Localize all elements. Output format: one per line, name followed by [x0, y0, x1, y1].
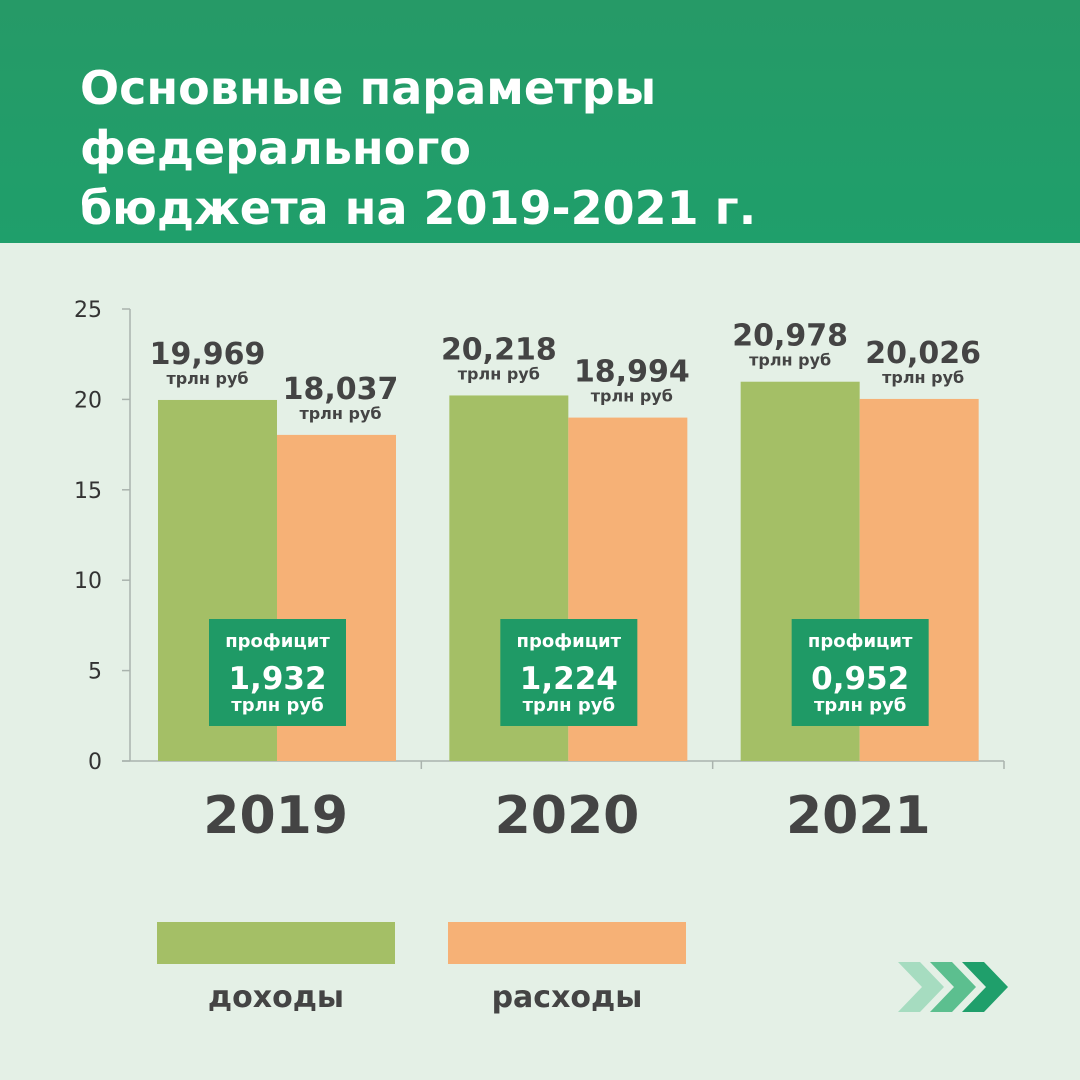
surplus-title-2020: профицит	[517, 631, 622, 652]
legend-label-income: доходы	[207, 980, 345, 1015]
title-line-1: Основные параметры федерального	[80, 61, 657, 175]
y-tick-label: 25	[74, 298, 102, 323]
header-banner: Основные параметры федерального бюджета …	[0, 0, 1080, 243]
chevrons-right-icon[interactable]	[898, 962, 1010, 1012]
surplus-title-2019: профицит	[225, 631, 330, 652]
surplus-value-2020: 1,224	[520, 661, 618, 697]
legend-swatch-expense	[448, 922, 686, 964]
legend-label-expense: расходы	[491, 980, 643, 1015]
y-tick-label: 5	[88, 660, 102, 685]
surplus-unit-2020: трлн руб	[523, 695, 615, 716]
surplus-box-2021	[791, 619, 929, 726]
surplus-box-2020	[500, 619, 638, 726]
page-title: Основные параметры федерального бюджета …	[80, 58, 1040, 238]
unit-label-income-2021: трлн руб	[749, 351, 831, 370]
y-tick-label: 0	[88, 750, 102, 775]
title-line-2: бюджета на 2019-2021 г.	[80, 181, 757, 235]
y-tick-label: 10	[74, 569, 102, 594]
legend-swatch-income	[157, 922, 395, 964]
surplus-unit-2019: трлн руб	[231, 695, 323, 716]
y-tick-label: 20	[74, 388, 102, 413]
unit-label-income-2020: трлн руб	[458, 364, 540, 383]
unit-label-expense-2021: трлн руб	[882, 368, 964, 387]
data-label-expense-2021: 20,026	[865, 336, 981, 371]
y-tick-label: 15	[74, 479, 102, 504]
data-label-expense-2019: 18,037	[283, 372, 399, 407]
unit-label-expense-2020: трлн руб	[591, 387, 673, 406]
unit-label-income-2019: трлн руб	[166, 369, 248, 388]
surplus-title-2021: профицит	[808, 631, 913, 652]
data-label-income-2021: 20,978	[732, 319, 848, 354]
data-label-expense-2020: 18,994	[574, 355, 690, 390]
x-category-label-2021: 2021	[786, 786, 931, 846]
surplus-unit-2021: трлн руб	[814, 695, 906, 716]
unit-label-expense-2019: трлн руб	[299, 404, 381, 423]
surplus-value-2021: 0,952	[811, 661, 909, 697]
x-category-label-2020: 2020	[495, 786, 640, 846]
data-label-income-2019: 19,969	[150, 337, 266, 372]
data-label-income-2020: 20,218	[441, 332, 557, 367]
surplus-box-2019	[209, 619, 346, 726]
x-category-label-2019: 2019	[203, 786, 348, 846]
surplus-value-2019: 1,932	[228, 661, 326, 697]
